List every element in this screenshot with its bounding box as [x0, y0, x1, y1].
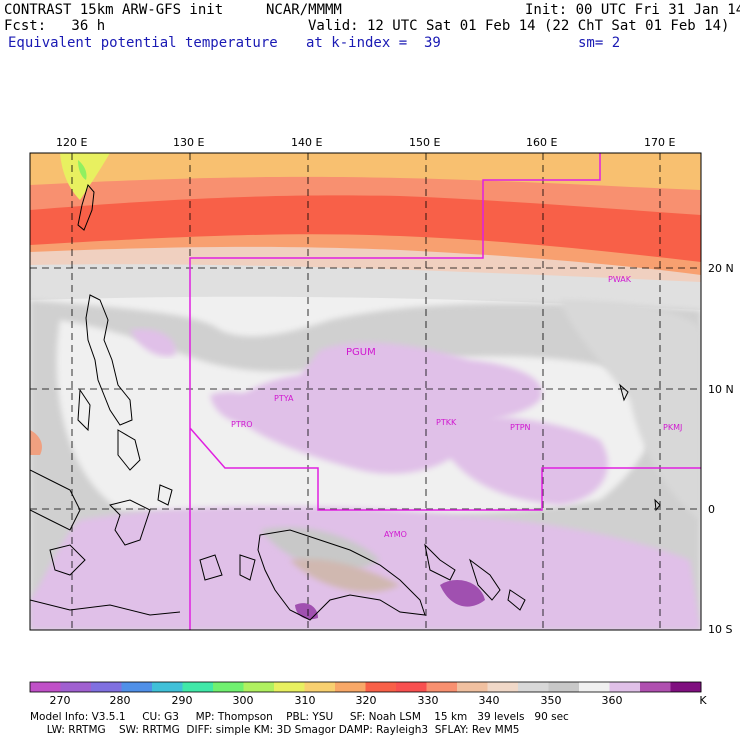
colorbar-label: 360: [601, 694, 623, 707]
lon-label: 160 E: [526, 136, 557, 149]
colorbar-label: 320: [355, 694, 377, 707]
colorbar-swatch: [457, 682, 488, 692]
colorbar-swatch: [121, 682, 153, 692]
field-name: Equivalent potential temperature: [8, 35, 278, 51]
org-label: NCAR/MMMM: [266, 2, 342, 18]
init-time: Init: 00 UTC Fri 31 Jan 14: [525, 2, 740, 18]
lon-label: 140 E: [291, 136, 322, 149]
colorbar-label: 310: [294, 694, 316, 707]
colorbar-label: 330: [417, 694, 439, 707]
colorbar-label: 290: [171, 694, 193, 707]
station-label: PWAK: [608, 275, 632, 284]
lon-label: 130 E: [173, 136, 204, 149]
level-index: at k-index = 39: [306, 35, 441, 51]
colorbar-swatch: [609, 682, 641, 692]
station-label: PTRO: [231, 420, 253, 429]
smoothing-label: sm= 2: [578, 35, 621, 51]
lon-label: 150 E: [409, 136, 440, 149]
colorbar-swatch: [274, 682, 305, 692]
colorbar-swatch: [487, 682, 519, 692]
station-label: PTYA: [274, 394, 294, 403]
colorbar-swatch: [91, 682, 122, 692]
colorbar-label: 340: [478, 694, 500, 707]
forecast-hour: Fcst: 36 h: [4, 18, 106, 34]
lat-label: 20 N: [708, 262, 734, 275]
lat-label: 0: [708, 503, 715, 516]
colorbar-swatch: [426, 682, 458, 692]
lon-label: 120 E: [56, 136, 87, 149]
colorbar-swatch: [60, 682, 92, 692]
colorbar-swatch: [213, 682, 244, 692]
lat-label: 10 N: [708, 383, 734, 396]
colorbar-swatch: [152, 682, 183, 692]
colorbar-unit: K: [699, 694, 707, 707]
station-label: PTKK: [436, 418, 457, 427]
model-title: CONTRAST 15km ARW-GFS init: [4, 2, 224, 18]
colorbar-swatch: [30, 682, 61, 692]
colorbar-label: 300: [232, 694, 254, 707]
lat-label: 10 S: [708, 623, 732, 636]
model-info-line2: LW: RRTMG SW: RRTMG DIFF: simple KM: 3D …: [30, 724, 520, 736]
colorbar-swatch: [335, 682, 366, 692]
model-info-line1: Model Info: V3.5.1 CU: G3 MP: Thompson P…: [30, 711, 569, 723]
colorbar-swatch: [640, 682, 671, 692]
colorbar-swatch: [304, 682, 336, 692]
colorbar-frame: [29, 681, 702, 693]
theta-e-field: [30, 153, 701, 630]
colorbar-swatch: [182, 682, 214, 692]
colorbar-swatch: [365, 682, 397, 692]
map-frame: [29, 152, 702, 631]
station-label: PTPN: [510, 423, 531, 432]
colorbar-label: 350: [540, 694, 562, 707]
station-label: AYMO: [384, 530, 407, 539]
station-label: PGUM: [346, 347, 376, 358]
colorbar-swatch: [396, 682, 427, 692]
valid-time: Valid: 12 UTC Sat 01 Feb 14 (22 ChT Sat …: [308, 18, 730, 34]
colorbar-swatch: [579, 682, 610, 692]
coastlines: [30, 183, 661, 621]
colorbar-swatch: [670, 682, 702, 692]
colorbar: [29, 681, 702, 693]
colorbar-swatch: [518, 682, 549, 692]
colorbar-swatch: [243, 682, 275, 692]
station-label: PKMJ: [663, 423, 682, 432]
lon-label: 170 E: [644, 136, 675, 149]
colorbar-swatch: [548, 682, 580, 692]
region-boundary: [189, 153, 701, 630]
colorbar-label: 280: [109, 694, 131, 707]
colorbar-label: 270: [49, 694, 71, 707]
